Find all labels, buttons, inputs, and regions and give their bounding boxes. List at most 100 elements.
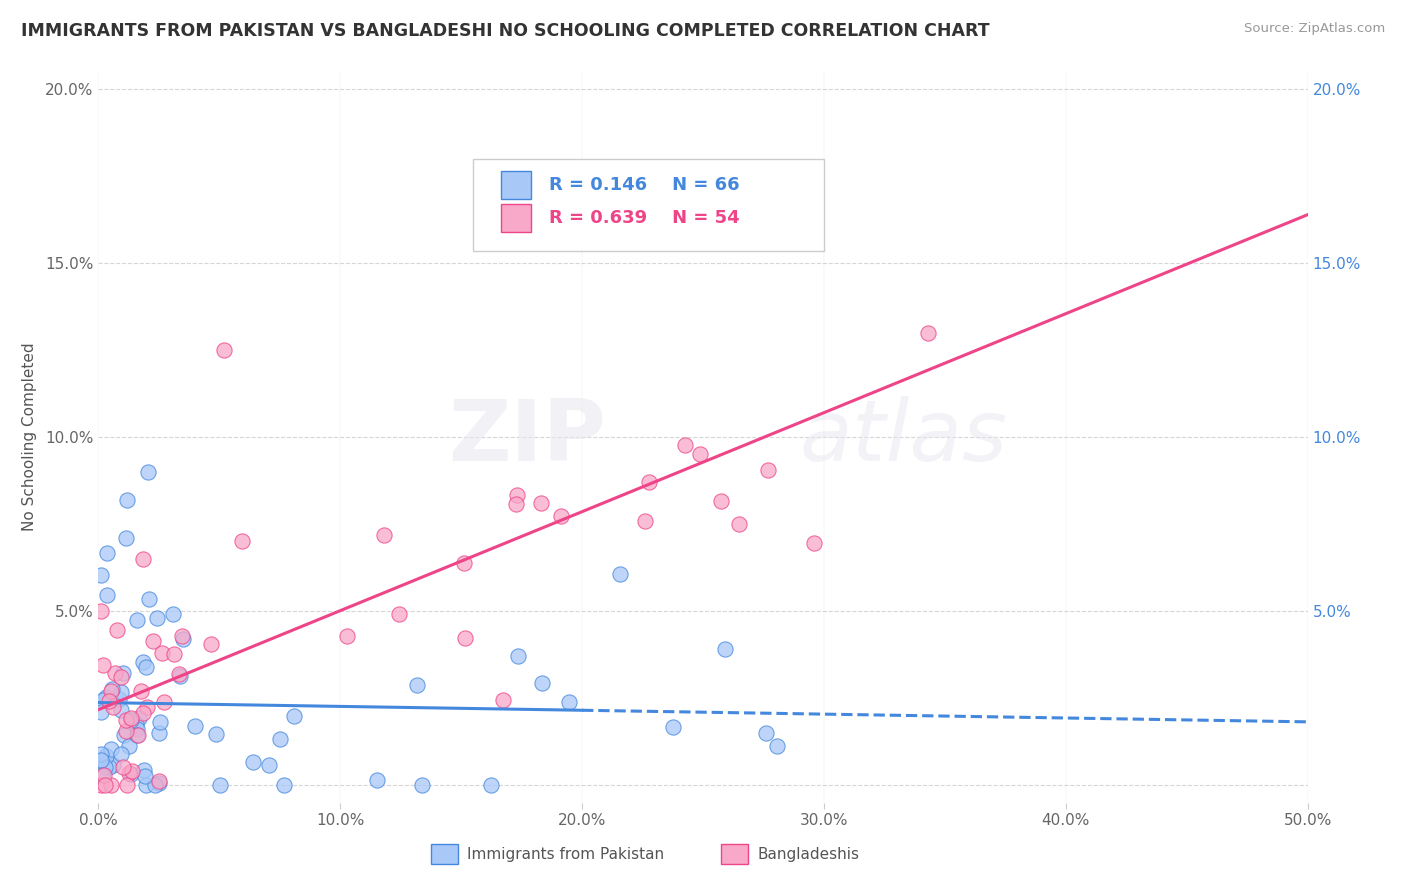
Y-axis label: No Schooling Completed: No Schooling Completed: [22, 343, 37, 532]
Point: [112, 760, 135, 774]
Point: [212, 343, 235, 357]
Point: [917, 326, 939, 340]
Point: [169, 669, 191, 683]
Text: IMMIGRANTS FROM PAKISTAN VS BANGLADESHI NO SCHOOLING COMPLETED CORRELATION CHART: IMMIGRANTS FROM PAKISTAN VS BANGLADESHI …: [21, 22, 990, 40]
Bar: [501, 203, 531, 232]
Point: [755, 726, 778, 740]
Point: [100, 742, 122, 756]
Point: [479, 778, 502, 792]
Point: [120, 711, 142, 725]
Point: [128, 711, 150, 725]
Point: [115, 778, 138, 792]
Point: [96, 588, 118, 602]
Point: [127, 727, 149, 741]
Point: [231, 533, 253, 548]
Point: [242, 756, 264, 770]
Point: [91, 767, 114, 781]
Point: [127, 722, 149, 736]
Point: [803, 536, 825, 550]
Point: [149, 715, 172, 730]
Point: [121, 764, 143, 778]
Point: [453, 556, 475, 570]
Point: [492, 692, 515, 706]
Point: [679, 203, 702, 218]
Point: [550, 509, 572, 524]
Point: [136, 699, 159, 714]
Point: [135, 660, 157, 674]
Point: [153, 695, 176, 709]
Point: [112, 728, 135, 742]
Point: [183, 718, 205, 732]
Point: [129, 683, 152, 698]
Point: [134, 769, 156, 783]
Point: [283, 709, 305, 723]
Point: [110, 703, 132, 717]
Point: [94, 690, 117, 705]
Point: [205, 727, 228, 741]
Text: Immigrants from Pakistan: Immigrants from Pakistan: [467, 847, 665, 862]
Point: [125, 614, 148, 628]
Point: [387, 607, 409, 621]
Point: [108, 692, 131, 706]
Point: [104, 666, 127, 681]
Point: [727, 516, 749, 531]
Point: [90, 567, 112, 582]
Point: [411, 778, 433, 792]
Point: [103, 700, 125, 714]
Point: [138, 592, 160, 607]
Point: [110, 747, 132, 762]
Point: [710, 494, 733, 508]
Point: [101, 682, 124, 697]
Point: [531, 675, 554, 690]
Point: [96, 546, 118, 560]
Point: [170, 629, 193, 643]
Point: [132, 655, 155, 669]
Point: [118, 765, 141, 780]
Point: [162, 607, 184, 622]
Point: [100, 778, 122, 792]
Point: [662, 720, 685, 734]
Point: [172, 632, 194, 647]
Point: [142, 633, 165, 648]
Point: [125, 717, 148, 731]
Point: [135, 778, 157, 792]
Point: [558, 695, 581, 709]
Point: [90, 778, 112, 792]
Point: [120, 713, 142, 727]
Text: Bangladeshis: Bangladeshis: [758, 847, 859, 862]
Point: [146, 611, 169, 625]
Point: [766, 739, 789, 754]
Point: [120, 767, 142, 781]
Point: [114, 723, 136, 738]
Point: [114, 713, 136, 727]
Point: [454, 631, 477, 645]
Point: [100, 684, 122, 698]
Point: [208, 778, 231, 792]
Point: [530, 495, 553, 509]
Text: atlas: atlas: [800, 395, 1008, 479]
Point: [638, 475, 661, 489]
Text: ZIP: ZIP: [449, 395, 606, 479]
Point: [269, 731, 291, 746]
Bar: [721, 844, 748, 864]
Point: [111, 666, 134, 681]
Point: [336, 629, 359, 643]
Point: [406, 678, 429, 692]
Point: [200, 637, 222, 651]
Point: [366, 772, 388, 787]
Point: [114, 531, 136, 545]
Point: [110, 670, 132, 684]
Point: [506, 488, 529, 502]
Point: [105, 624, 128, 638]
Point: [714, 642, 737, 657]
Point: [143, 778, 166, 792]
FancyBboxPatch shape: [474, 159, 824, 251]
Point: [506, 649, 529, 664]
Point: [90, 747, 112, 761]
Point: [673, 438, 696, 452]
Point: [505, 497, 527, 511]
Point: [150, 646, 173, 660]
Text: R = 0.639    N = 54: R = 0.639 N = 54: [550, 209, 740, 227]
Point: [138, 465, 160, 479]
Point: [117, 492, 139, 507]
